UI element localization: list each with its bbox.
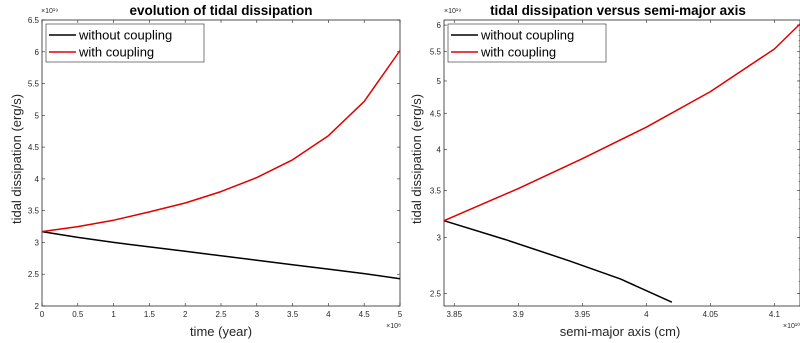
y-tick-label: 4 [35,175,40,184]
y-tick-label: 2.5 [28,270,40,279]
x-tick-label: 4 [644,310,649,319]
x-tick-label: 4.5 [359,310,371,319]
legend-entry: with coupling [480,45,556,60]
plot-area [41,19,401,307]
legend-box [45,23,205,63]
x-ticks: 0 0.5 1 1.5 2 2.5 3 3.5 4 4.5 5 [40,20,403,319]
x-ticks: 3.85 3.9 3.95 4 4.05 4.1 [446,20,780,319]
x-axis-exponent: ×10¹⁰ [783,322,800,330]
x-tick-label: 0.5 [72,310,84,319]
x-axis-label: semi-major axis (cm) [560,324,681,339]
y-tick-label: 3.5 [28,207,40,216]
y-tick-label: 6 [35,48,40,57]
y-ticks: 2 2.5 3 3.5 4 4.5 5 5.5 6 6.5 [28,16,400,311]
x-axis-exponent: ×10⁸ [386,323,401,330]
y-tick-label: 5.5 [28,80,40,89]
y-tick-label: 3 [35,238,40,247]
y-axis-label: tidal dissipation (erg/s) [9,94,24,224]
x-tick-label: 3.5 [287,310,299,319]
legend: without coupling with coupling [447,23,607,63]
plot-area [443,19,800,307]
chart-title: evolution of tidal dissipation [129,3,312,18]
x-tick-label: 3.85 [446,310,462,319]
series-lines [443,23,800,303]
x-tick-label: 3.95 [575,310,591,319]
y-tick-label: 5.5 [430,48,442,57]
x-tick-label: 2.5 [215,310,227,319]
y-tick-label: 6.5 [28,16,40,25]
x-tick-label: 1.5 [144,310,156,319]
series-line-with-coupling [41,50,401,233]
chart-title: tidal dissipation versus semi-major axis [490,3,746,18]
x-tick-label: 2 [183,310,188,319]
y-tick-label: 3 [437,234,442,243]
legend-entry: with coupling [78,45,154,60]
y-axis-exponent: ×10¹⁹ [444,8,461,15]
y-tick-label: 4.5 [28,143,40,152]
x-tick-label: 4 [326,310,331,319]
x-axis-label: time (year) [190,324,252,339]
y-tick-label: 6 [437,21,442,30]
series-lines [41,50,401,280]
chart-panel-time: evolution of tidal dissipation time (yea… [9,3,403,339]
legend-entry: without coupling [480,28,574,43]
y-axis-label: tidal dissipation (erg/s) [409,94,424,224]
legend-entry: without coupling [78,28,172,43]
x-tick-label: 4.05 [703,310,719,319]
series-line-without-coupling [443,219,673,303]
legend-box [447,23,607,63]
y-tick-label: 5 [35,111,40,120]
y-tick-label: 5 [437,77,442,86]
y-axis-exponent: ×10¹⁹ [41,8,58,15]
x-tick-label: 3 [255,310,260,319]
legend: without coupling with coupling [45,23,205,63]
y-tick-label: 3.5 [430,186,442,195]
x-tick-label: 0 [40,310,45,319]
x-tick-label: 1 [111,310,116,319]
y-tick-label: 2 [35,302,40,311]
series-line-with-coupling [443,23,800,222]
x-tick-label: 3.9 [513,310,525,319]
y-tick-label: 2.5 [430,289,442,298]
series-line-without-coupling [41,230,401,280]
x-tick-label: 4.1 [769,310,781,319]
chart-panel-semimajor: tidal dissipation versus semi-major axis… [409,3,800,339]
y-tick-label: 4.5 [430,109,442,118]
x-tick-label: 5 [398,310,403,319]
y-tick-label: 4 [437,145,442,154]
